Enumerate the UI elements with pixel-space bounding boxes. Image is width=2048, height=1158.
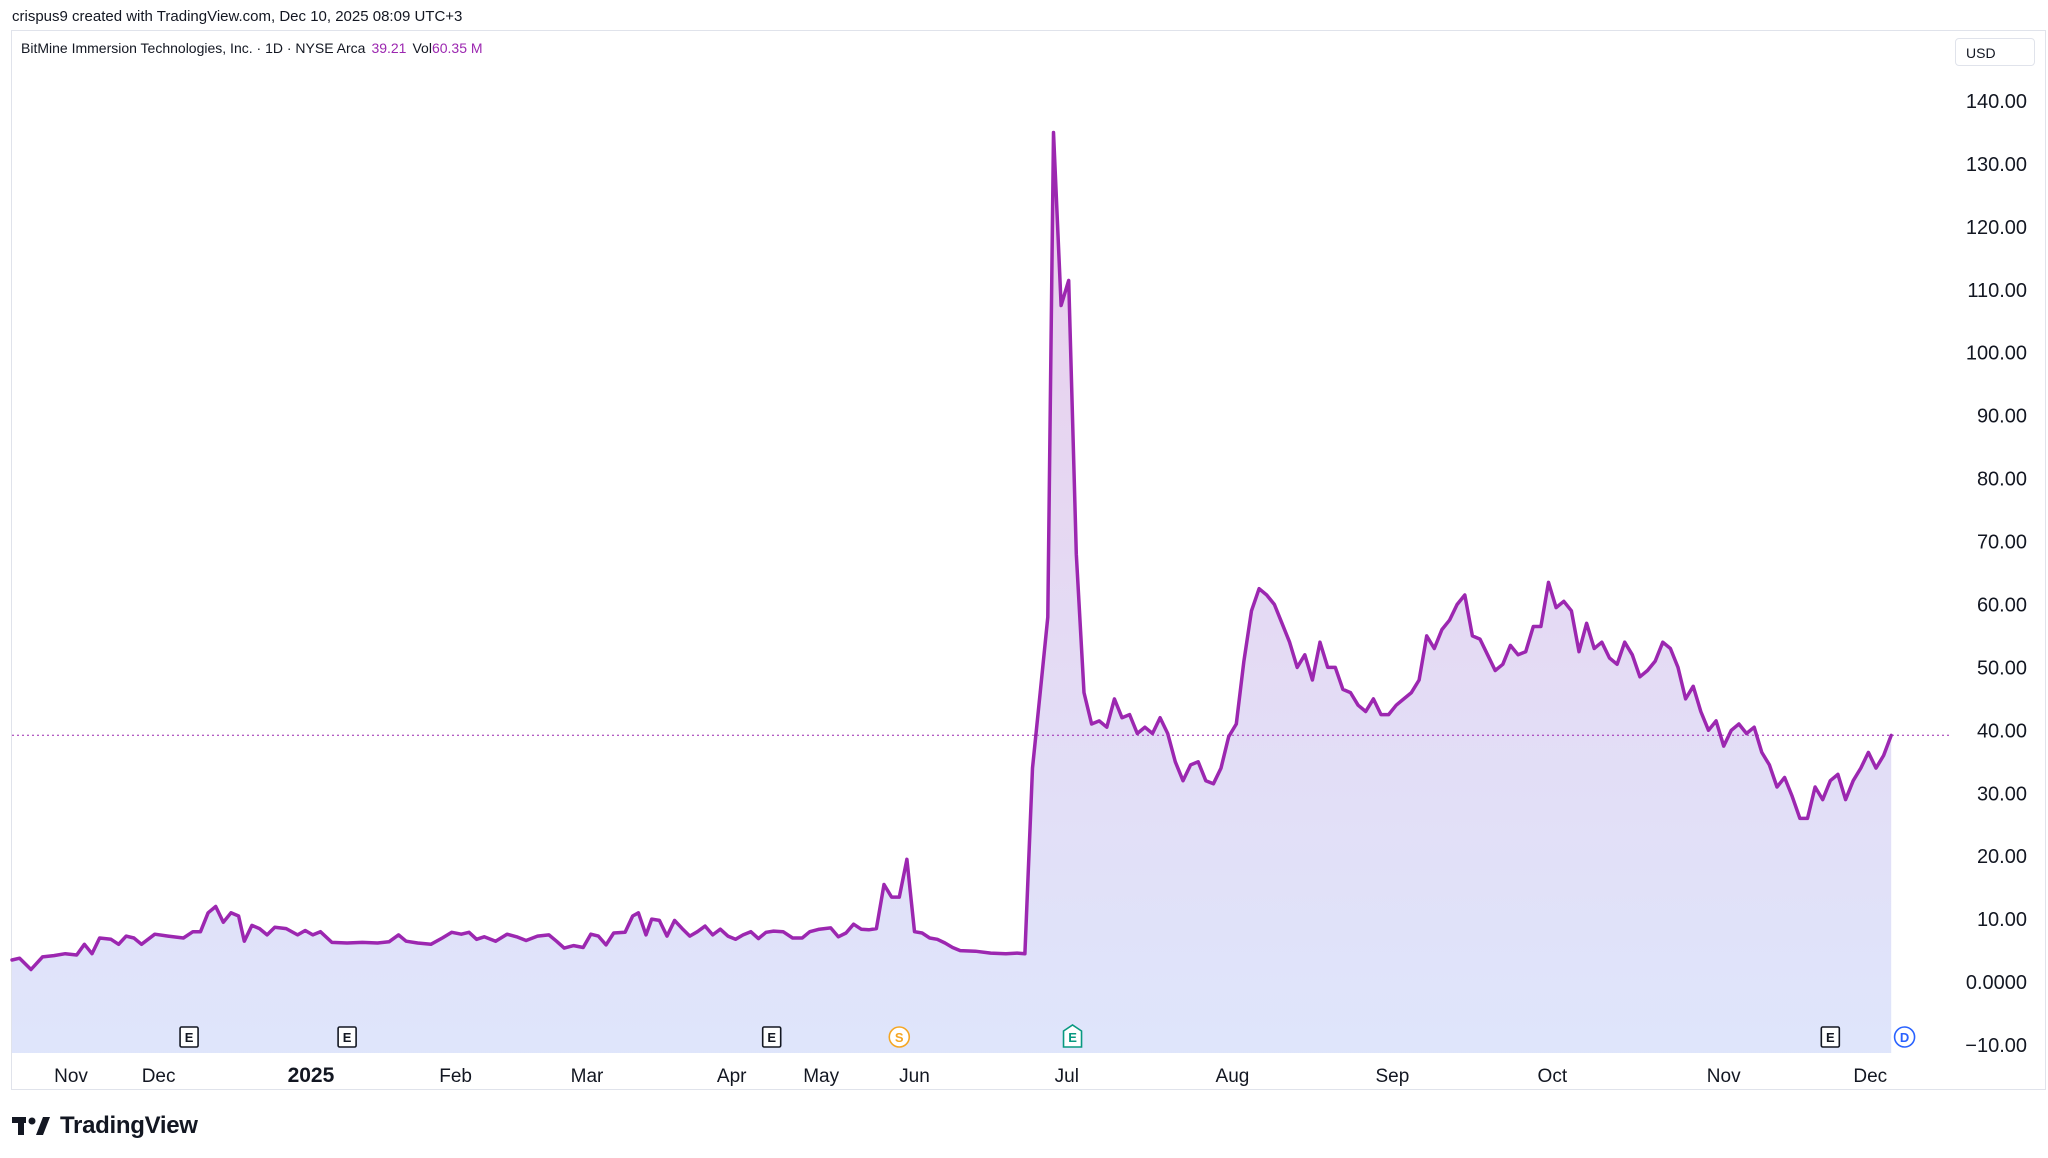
y-tick-label: 70.00 xyxy=(1977,532,2027,554)
x-tick-label: Nov xyxy=(1707,1066,1741,1087)
symbol-legend: BitMine Immersion Technologies, Inc. · 1… xyxy=(21,40,483,56)
x-tick-label: Feb xyxy=(439,1066,472,1087)
svg-text:D: D xyxy=(1900,1030,1909,1045)
x-tick-label: May xyxy=(803,1066,839,1087)
svg-text:E: E xyxy=(767,1030,776,1045)
x-tick-label: Dec xyxy=(1853,1066,1887,1087)
x-tick-label: 2025 xyxy=(288,1064,335,1087)
price-chart[interactable]: 140.00 130.00 120.00 110.00 100.00 90.00 80.00… xyxy=(0,0,2048,1100)
chart-frame xyxy=(11,30,2046,1090)
symbol-title: BitMine Immersion Technologies, Inc. · 1… xyxy=(21,40,366,56)
attribution-text: crispus9 created with TradingView.com, D… xyxy=(12,8,463,25)
y-tick-label: 30.00 xyxy=(1977,783,2027,805)
y-tick-label: −10.00 xyxy=(1965,1035,2027,1057)
y-tick-label: 80.00 xyxy=(1977,469,2027,491)
tradingview-logo-icon xyxy=(12,1117,50,1135)
volume-label: Vol xyxy=(412,40,432,56)
event-marker[interactable]: E xyxy=(179,1026,199,1048)
y-tick-label: 10.00 xyxy=(1977,909,2027,931)
currency-selector[interactable]: USD xyxy=(1955,38,2035,66)
y-tick-label: 60.00 xyxy=(1977,594,2027,616)
y-axis: 140.00 130.00 120.00 110.00 100.00 90.00 80.00… xyxy=(1965,91,2027,1057)
y-tick-label: 40.00 xyxy=(1977,720,2027,742)
tradingview-brand[interactable]: TradingView xyxy=(12,1112,198,1140)
y-tick-label: 50.00 xyxy=(1977,657,2027,679)
x-axis: Nov Dec 2025 Feb Mar Apr May Jun Jul Aug Sep Oct Nov… xyxy=(54,1064,1887,1087)
svg-text:E: E xyxy=(343,1030,352,1045)
y-tick-label: 100.00 xyxy=(1966,343,2027,365)
event-marker[interactable]: E xyxy=(1062,1024,1083,1048)
y-tick-label: 130.00 xyxy=(1966,154,2027,176)
x-tick-label: Nov xyxy=(54,1066,88,1087)
x-tick-label: Jun xyxy=(899,1066,930,1087)
y-tick-label: 140.00 xyxy=(1966,91,2027,113)
svg-text:S: S xyxy=(895,1030,904,1045)
y-tick-label: 90.00 xyxy=(1977,406,2027,428)
event-marker[interactable]: E xyxy=(1820,1026,1841,1048)
x-tick-label: Dec xyxy=(142,1066,176,1087)
x-tick-label: Sep xyxy=(1375,1066,1409,1087)
volume-value: 60.35 M xyxy=(431,40,483,56)
svg-text:E: E xyxy=(1826,1030,1835,1045)
last-price: 39.21 xyxy=(371,40,407,56)
price-line xyxy=(10,130,1893,972)
x-tick-label: Aug xyxy=(1216,1066,1250,1087)
brand-name: TradingView xyxy=(60,1112,198,1139)
x-tick-label: Mar xyxy=(571,1066,604,1087)
y-tick-label: 20.00 xyxy=(1977,846,2027,868)
x-tick-label: Jul xyxy=(1055,1066,1079,1087)
event-marker[interactable]: E xyxy=(761,1026,782,1048)
event-marker[interactable]: S xyxy=(888,1026,911,1048)
price-area-fill xyxy=(12,132,1892,1053)
y-tick-label: 110.00 xyxy=(1967,280,2027,302)
y-tick-label: 0.0000 xyxy=(1966,972,2027,994)
event-marker[interactable]: E xyxy=(337,1026,357,1048)
svg-text:E: E xyxy=(185,1030,194,1045)
event-marker[interactable]: D xyxy=(1893,1026,1916,1048)
y-tick-label: 120.00 xyxy=(1966,217,2027,239)
x-tick-label: Apr xyxy=(717,1066,747,1087)
svg-text:E: E xyxy=(1068,1030,1077,1045)
x-tick-label: Oct xyxy=(1538,1066,1568,1087)
